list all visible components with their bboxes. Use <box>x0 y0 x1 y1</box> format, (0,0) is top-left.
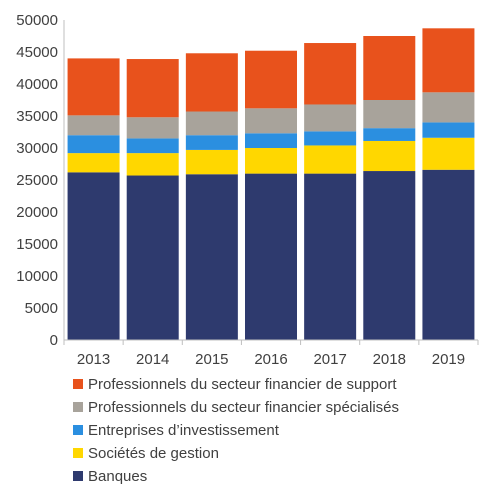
y-tick-label: 25000 <box>16 172 58 189</box>
bar-segment-2013-series-4 <box>67 58 120 116</box>
legend-label: Sociétés de gestion <box>88 445 219 462</box>
bar-segment-2015-series-1 <box>185 149 238 175</box>
bar-segment-2016-series-0 <box>245 173 297 340</box>
bar-segment-2018-series-0 <box>363 171 416 340</box>
bar-segment-2014-series-0 <box>126 175 179 340</box>
bar-segment-2014-series-1 <box>126 153 179 176</box>
y-tick-label: 20000 <box>16 204 58 221</box>
bar-segment-2017-series-3 <box>304 104 357 132</box>
bar-segment-2013-series-3 <box>67 115 120 136</box>
legend-item: Banques <box>73 468 147 485</box>
legend-swatch <box>73 402 83 412</box>
legend-item: Professionnels du secteur financier de s… <box>73 376 397 393</box>
y-tick-label: 35000 <box>16 108 58 125</box>
legend-label: Entreprises d’investissement <box>88 422 280 439</box>
bar-segment-2016-series-4 <box>245 50 297 109</box>
y-tick-label: 50000 <box>16 12 58 29</box>
legend-label: Banques <box>88 468 147 485</box>
bar-segment-2015-series-3 <box>185 111 238 136</box>
x-tick-label: 2019 <box>432 351 465 368</box>
bar-segment-2019-series-1 <box>422 137 475 170</box>
x-tick-label: 2016 <box>254 351 287 368</box>
y-tick-label: 10000 <box>16 268 58 285</box>
y-tick-label: 5000 <box>25 300 58 317</box>
legend-item: Professionnels du secteur financier spéc… <box>73 399 399 416</box>
bar-segment-2013-series-1 <box>67 153 120 173</box>
bar-segment-2016-series-3 <box>245 108 297 134</box>
bar-segment-2018-series-4 <box>363 36 416 100</box>
x-tick-label: 2015 <box>195 351 228 368</box>
bar-segment-2019-series-4 <box>422 28 475 93</box>
legend-swatch <box>73 379 83 389</box>
bars-layer <box>67 28 475 340</box>
bar-segment-2017-series-4 <box>304 43 357 105</box>
y-tick-label: 0 <box>50 332 58 349</box>
bar-segment-2019-series-0 <box>422 169 475 340</box>
legend-label: Professionnels du secteur financier de s… <box>88 376 397 393</box>
bar-segment-2016-series-2 <box>245 133 297 148</box>
bar-segment-2016-series-1 <box>245 148 297 174</box>
bar-segment-2015-series-2 <box>185 135 238 150</box>
legend-item: Sociétés de gestion <box>73 445 219 462</box>
x-tick-label: 2017 <box>313 351 346 368</box>
legend-swatch <box>73 425 83 435</box>
axes-layer: 0 5000 10000 15000 20000 25000 30000 35000 40000… <box>16 12 479 368</box>
bar-segment-2014-series-4 <box>126 59 179 118</box>
bar-segment-2018-series-1 <box>363 140 416 172</box>
bar-segment-2015-series-0 <box>185 174 238 340</box>
bar-segment-2019-series-3 <box>422 92 475 123</box>
y-tick-label: 40000 <box>16 76 58 93</box>
legend-swatch <box>73 471 83 481</box>
y-tick-label: 45000 <box>16 44 58 61</box>
bar-segment-2017-series-0 <box>304 173 357 340</box>
bar-segment-2018-series-2 <box>363 128 416 141</box>
bar-segment-2019-series-2 <box>422 122 475 138</box>
legend-swatch <box>73 448 83 458</box>
legend: Professionnels du secteur financier de s… <box>73 376 399 485</box>
bar-segment-2014-series-2 <box>126 138 179 154</box>
legend-item: Entreprises d’investissement <box>73 422 280 439</box>
bar-segment-2013-series-0 <box>67 172 120 340</box>
x-tick-label: 2018 <box>373 351 406 368</box>
bar-segment-2015-series-4 <box>185 53 238 112</box>
bar-segment-2017-series-1 <box>304 145 357 174</box>
bar-segment-2013-series-2 <box>67 135 120 154</box>
bar-segment-2017-series-2 <box>304 131 357 146</box>
y-tick-label: 30000 <box>16 140 58 157</box>
bar-segment-2018-series-3 <box>363 100 416 129</box>
bar-segment-2014-series-3 <box>126 117 179 139</box>
x-tick-label: 2013 <box>77 351 110 368</box>
x-tick-label: 2014 <box>136 351 169 368</box>
legend-label: Professionnels du secteur financier spéc… <box>88 399 399 416</box>
y-tick-label: 15000 <box>16 236 58 253</box>
